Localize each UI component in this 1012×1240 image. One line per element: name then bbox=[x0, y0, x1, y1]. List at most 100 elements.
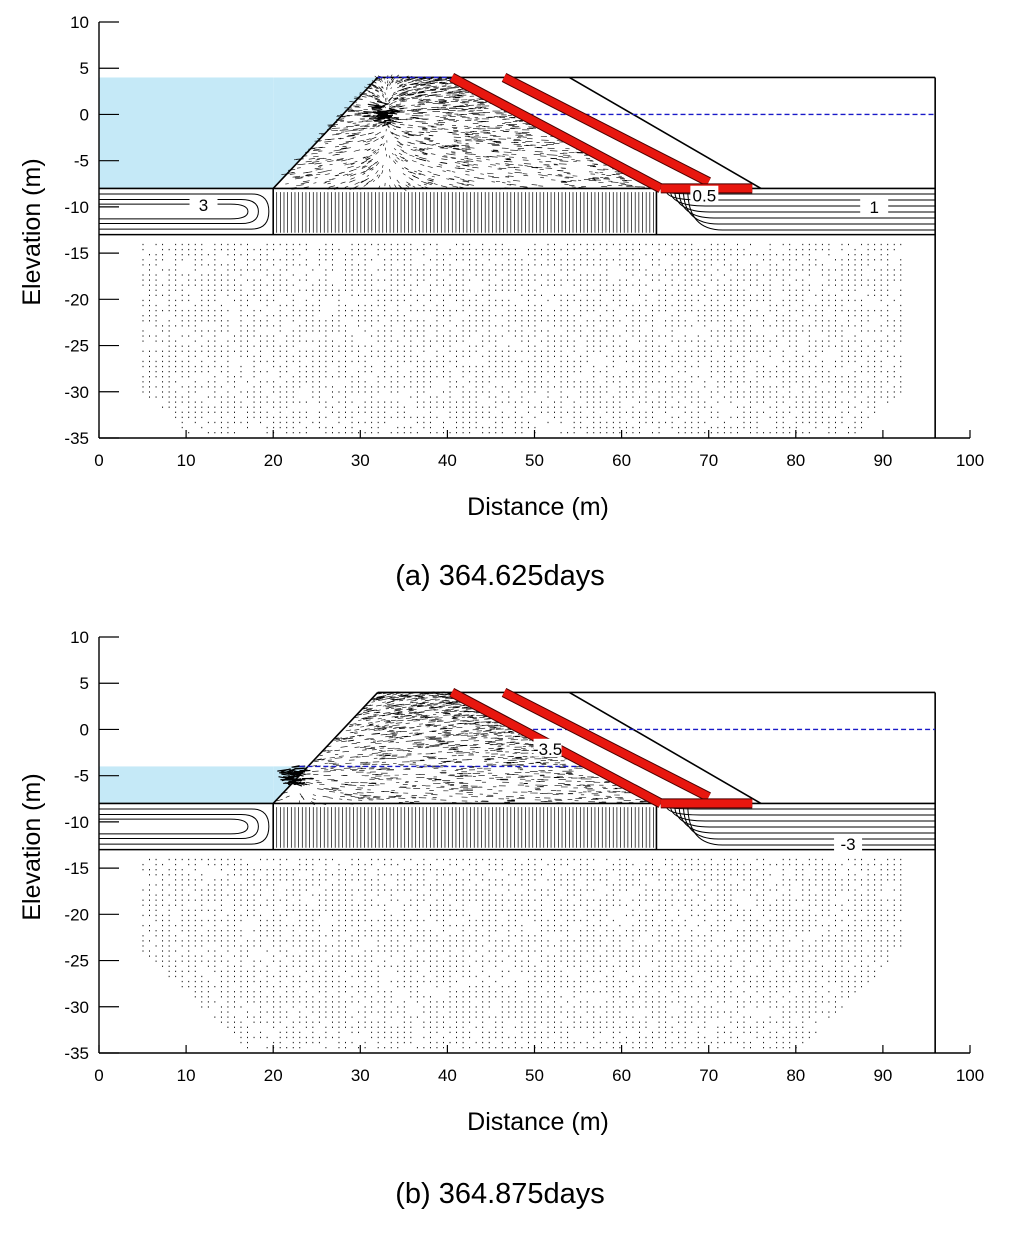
vector-dot bbox=[586, 345, 588, 347]
vector-arrow bbox=[397, 85, 402, 89]
vector-dot bbox=[292, 416, 294, 419]
vector-dot bbox=[848, 345, 849, 347]
vector-dot bbox=[449, 269, 451, 271]
vector-arrow bbox=[418, 94, 426, 96]
vector-dot bbox=[599, 254, 601, 256]
vector-dot bbox=[612, 294, 614, 297]
vector-dot bbox=[743, 299, 745, 302]
vector-dot bbox=[893, 248, 895, 251]
vector-dot bbox=[821, 315, 823, 317]
vector-dot bbox=[345, 279, 346, 281]
vector-dot bbox=[730, 431, 732, 434]
vector-arrow bbox=[401, 99, 406, 101]
vector-dot bbox=[234, 269, 235, 271]
vector-dot bbox=[364, 264, 366, 266]
vector-dot bbox=[652, 320, 653, 322]
vector-dot bbox=[194, 411, 196, 413]
vector-dot bbox=[743, 406, 745, 408]
vector-dot bbox=[828, 330, 830, 332]
vector-dot bbox=[207, 370, 209, 373]
vector-dot bbox=[325, 386, 327, 388]
vector-dot bbox=[606, 365, 608, 368]
vector-dot bbox=[678, 401, 680, 403]
vector-dot bbox=[377, 426, 379, 429]
vector-dot bbox=[880, 259, 882, 261]
vector-dot bbox=[181, 858, 183, 861]
vector-dot bbox=[201, 345, 203, 347]
vector-dot bbox=[684, 370, 686, 373]
vector-dot bbox=[645, 304, 647, 307]
vector-dot bbox=[593, 401, 595, 403]
vector-arrow bbox=[454, 167, 461, 169]
vector-dot bbox=[821, 401, 823, 403]
vector-dot bbox=[854, 396, 856, 398]
vector-dot bbox=[390, 376, 392, 378]
vector-dot bbox=[743, 294, 745, 297]
vector-dot bbox=[149, 950, 150, 952]
vector-dot bbox=[678, 320, 680, 322]
vector-dot bbox=[612, 360, 614, 363]
vector-dot bbox=[795, 335, 797, 337]
vector-dot bbox=[776, 320, 778, 322]
vector-dot bbox=[410, 248, 412, 251]
vector-dot bbox=[397, 279, 399, 281]
vector-dot bbox=[488, 330, 490, 332]
vector-dot bbox=[181, 376, 183, 378]
vector-dot bbox=[338, 350, 340, 352]
vector-dot bbox=[384, 421, 386, 424]
vector-dot bbox=[423, 376, 425, 378]
vector-arrow bbox=[367, 132, 374, 135]
vector-dot bbox=[456, 381, 458, 383]
vector-dot bbox=[207, 284, 209, 286]
vector-dot bbox=[260, 350, 262, 352]
vector-dot bbox=[403, 411, 405, 413]
vector-dot bbox=[586, 340, 588, 342]
vector-dot bbox=[240, 254, 242, 256]
vector-dot bbox=[893, 376, 895, 378]
vector-dot bbox=[697, 248, 699, 251]
vector-dot bbox=[168, 884, 170, 886]
vector-dot bbox=[390, 401, 392, 403]
vector-dot bbox=[364, 431, 366, 434]
vector-dot bbox=[299, 289, 301, 291]
vector-dot bbox=[730, 426, 732, 429]
vector-dot bbox=[397, 254, 399, 256]
vector-dot bbox=[867, 381, 869, 383]
vector-dot bbox=[175, 325, 177, 327]
vector-dot bbox=[645, 396, 647, 398]
vector-dot bbox=[547, 248, 549, 251]
vector-dot bbox=[769, 406, 771, 408]
vector-dot bbox=[449, 274, 451, 276]
vector-dot bbox=[358, 381, 360, 383]
vector-dot bbox=[671, 406, 673, 408]
vector-dot bbox=[743, 320, 745, 322]
vector-dot bbox=[410, 396, 412, 398]
vector-dot bbox=[220, 365, 222, 368]
vector-dot bbox=[652, 340, 653, 342]
vector-dot bbox=[168, 284, 170, 286]
vector-dot bbox=[841, 360, 843, 363]
vector-dot bbox=[645, 370, 647, 373]
vector-dot bbox=[704, 320, 706, 322]
vector-dot bbox=[723, 330, 725, 332]
vector-dot bbox=[273, 421, 275, 424]
vector-dot bbox=[201, 386, 203, 388]
vector-dot bbox=[599, 315, 601, 317]
vector-dot bbox=[514, 304, 516, 307]
vector-dot bbox=[867, 248, 869, 251]
vector-dot bbox=[240, 294, 242, 297]
vector-dot bbox=[554, 340, 555, 342]
vector-dot bbox=[691, 355, 693, 358]
vector-dot bbox=[456, 243, 458, 246]
vector-dot bbox=[325, 259, 327, 261]
vector-dot bbox=[658, 381, 660, 383]
vector-dot bbox=[416, 381, 418, 383]
vector-dot bbox=[266, 345, 268, 347]
vector-dot bbox=[534, 248, 536, 251]
vector-dot bbox=[475, 299, 477, 302]
vector-dot bbox=[168, 396, 170, 398]
vector-dot bbox=[247, 248, 248, 251]
vector-dot bbox=[874, 411, 876, 413]
vector-arrow bbox=[370, 166, 374, 170]
vector-dot bbox=[874, 365, 876, 368]
